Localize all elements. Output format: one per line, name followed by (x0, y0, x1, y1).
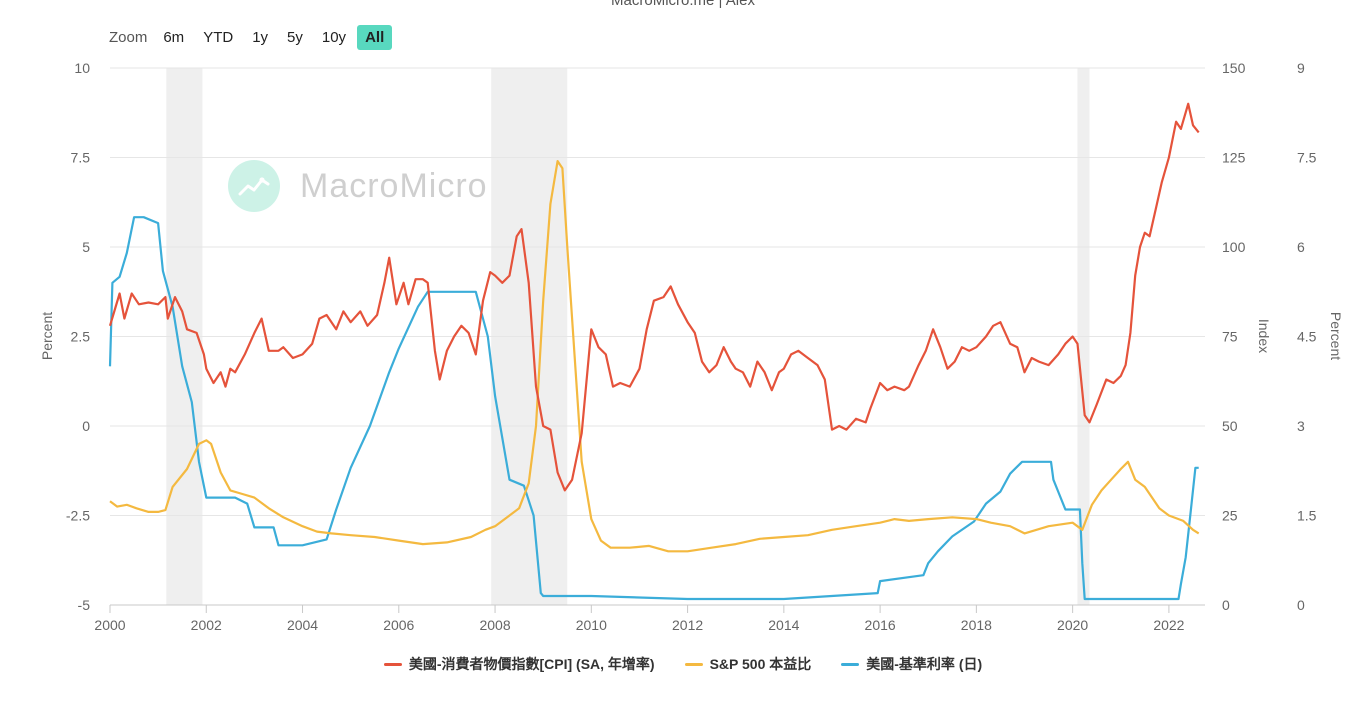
x-axis-tick-label: 2016 (865, 617, 896, 633)
right-axis-index-tick: 125 (1222, 150, 1246, 166)
watermark: MacroMicro (228, 160, 488, 212)
right-axis-percent-tick: 4.5 (1297, 329, 1317, 345)
right-axis-index-tick: 75 (1222, 329, 1238, 345)
right-axis-percent-title: Percent (1328, 312, 1344, 360)
legend-item-cpi[interactable]: 美國-消費者物價指數[CPI] (SA, 年增率) (383, 654, 655, 674)
zoom-label: Zoom (109, 28, 148, 46)
legend-swatch-cpi (383, 662, 402, 666)
x-axis-tick-label: 2018 (961, 617, 992, 633)
legend-swatch-rate (841, 662, 860, 666)
zoom-10y-button[interactable]: 10y (321, 28, 347, 46)
right-axis-percent-tick: 1.5 (1297, 508, 1317, 524)
chart-line-icon (228, 160, 280, 212)
zoom-5y-button[interactable]: 5y (287, 28, 303, 46)
legend-label-pe: S&P 500 本益比 (709, 656, 812, 672)
left-axis-title: Percent (39, 312, 55, 360)
x-axis-tick-label: 2014 (768, 617, 799, 633)
x-axis-tick-label: 2000 (94, 617, 125, 633)
zoom-all-button[interactable]: All (357, 24, 393, 50)
chart-legend: 美國-消費者物價指數[CPI] (SA, 年增率) S&P 500 本益比 美國… (0, 654, 1366, 674)
x-axis-tick-label: 2004 (287, 617, 318, 633)
left-axis-tick: 7.5 (71, 150, 91, 166)
left-axis-tick: -5 (78, 597, 91, 613)
right-axis-percent-tick: 7.5 (1297, 150, 1317, 166)
legend-item-pe[interactable]: S&P 500 本益比 (684, 654, 812, 674)
zoom-bar: Zoom 6m YTD 1y 5y 10y All (109, 24, 395, 50)
chart-canvas: -5 0 0 -2.5 25 1.5 0 50 3 2.5 75 4.5 5 100 6 7.5 125 7.5 1… (39, 60, 1344, 633)
cpi-series-line (108, 102, 1200, 492)
right-axis-index-tick: 100 (1222, 239, 1246, 255)
right-axis-index-tick: 0 (1222, 597, 1230, 613)
right-axis-percent-tick: 0 (1297, 597, 1305, 613)
x-axis-tick-label: 2020 (1057, 617, 1088, 633)
right-axis-index-tick: 50 (1222, 418, 1238, 434)
x-axis-tick-label: 2008 (479, 617, 510, 633)
right-axis-index-title: Index (1256, 319, 1272, 353)
left-axis-tick: 0 (82, 418, 90, 434)
legend-swatch-pe (684, 662, 703, 666)
right-axis-index-tick: 25 (1222, 508, 1238, 524)
chart-source-credit: MacroMicro.me | Alex (611, 0, 755, 9)
right-axis-index-tick: 150 (1222, 60, 1246, 76)
x-axis-tick-label: 2002 (191, 617, 222, 633)
left-axis-tick: -2.5 (66, 508, 90, 524)
x-axis-tick-label: 2022 (1153, 617, 1184, 633)
zoom-6m-button[interactable]: 6m (163, 28, 185, 46)
zoom-ytd-button[interactable]: YTD (203, 28, 234, 46)
watermark-text: MacroMicro (300, 166, 488, 205)
right-axis-percent-tick: 3 (1297, 418, 1305, 434)
right-axis-percent-tick: 6 (1297, 239, 1305, 255)
x-axis-tick-label: 2010 (576, 617, 607, 633)
x-axis-tick-label: 2012 (672, 617, 703, 633)
legend-item-rate[interactable]: 美國-基準利率 (日) (841, 654, 982, 674)
legend-label-rate: 美國-基準利率 (日) (866, 656, 983, 672)
right-axis-percent-tick: 9 (1297, 60, 1305, 76)
x-axis-tick-label: 2006 (383, 617, 414, 633)
zoom-1y-button[interactable]: 1y (252, 28, 269, 46)
pe-ratio-series-line (109, 160, 1200, 553)
left-axis-tick: 10 (74, 60, 90, 76)
left-axis-tick: 5 (82, 239, 90, 255)
legend-label-cpi: 美國-消費者物價指數[CPI] (SA, 年增率) (408, 656, 655, 672)
left-axis-tick: 2.5 (71, 329, 91, 345)
policy-rate-series-line (108, 216, 1199, 601)
